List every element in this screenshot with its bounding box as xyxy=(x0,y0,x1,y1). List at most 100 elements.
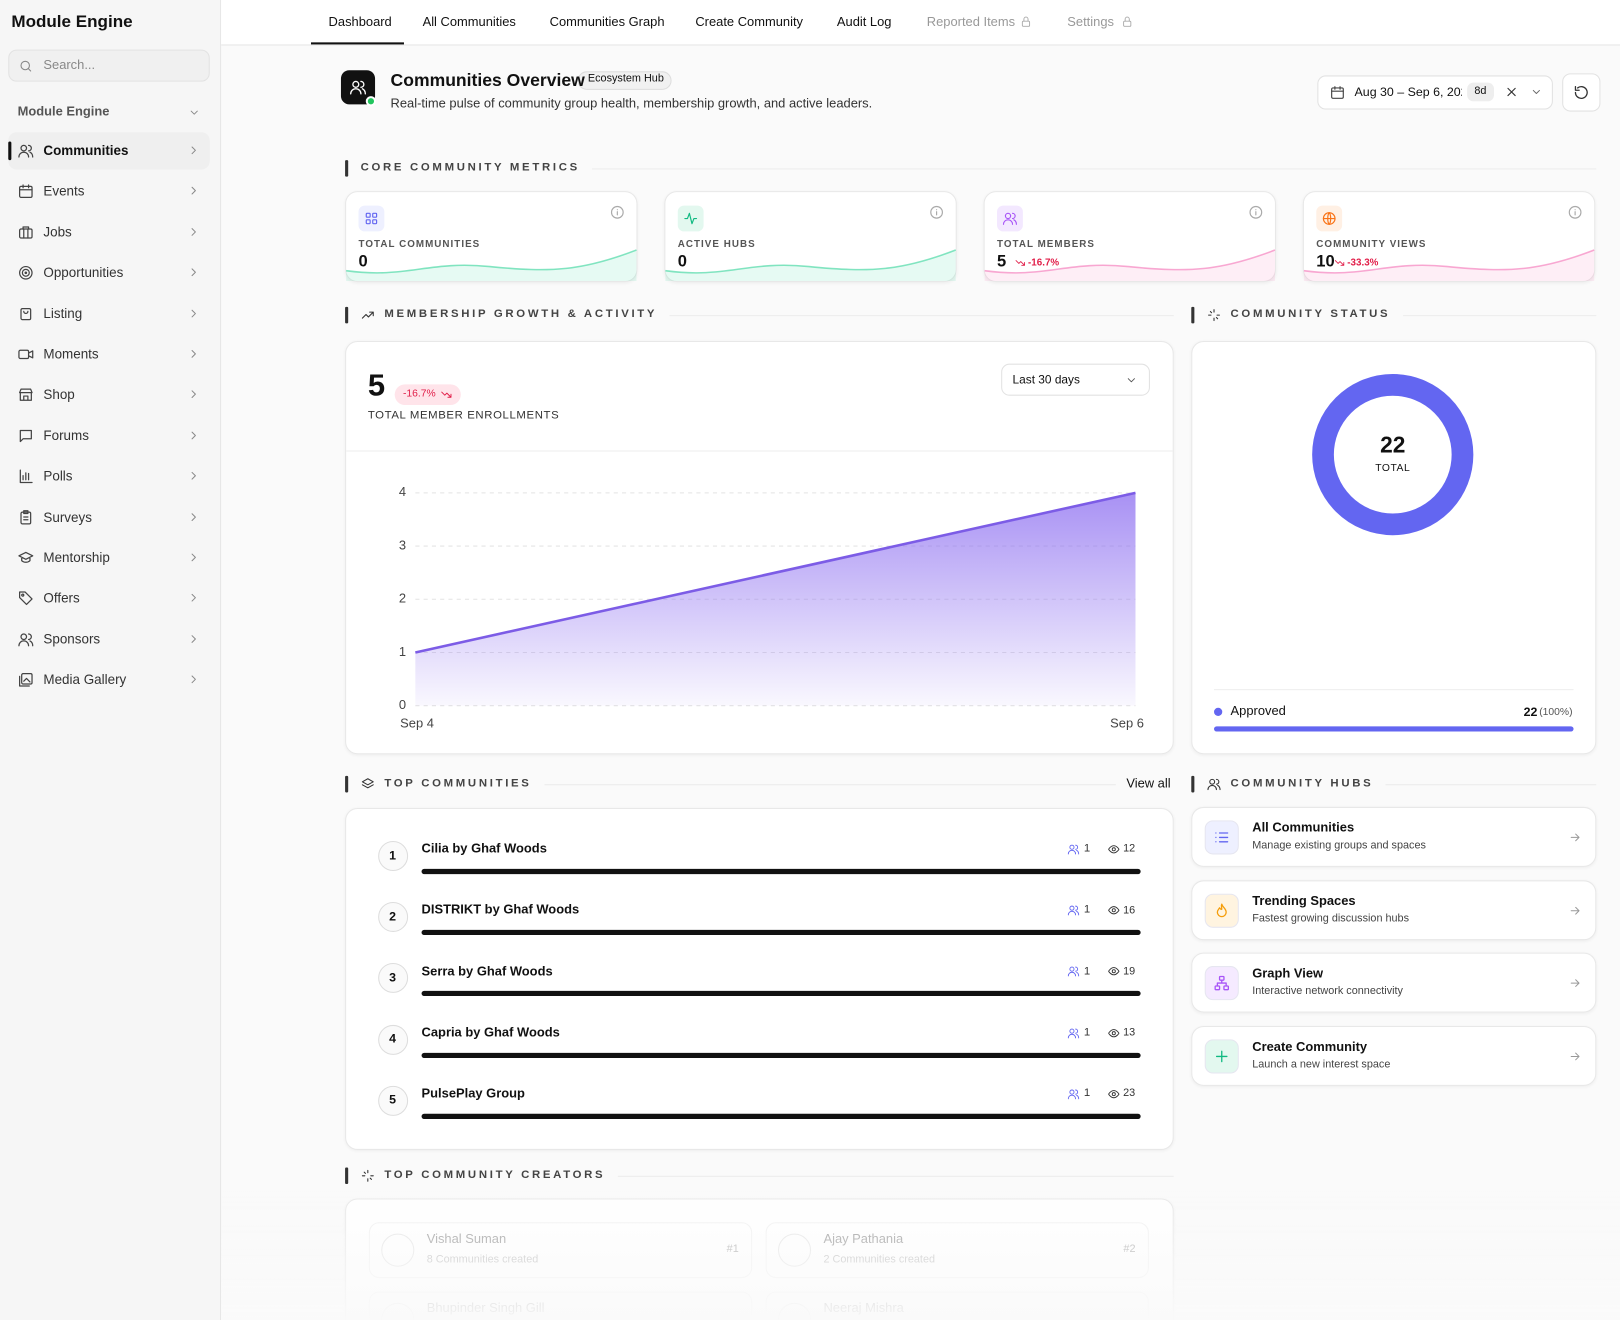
search-placeholder: Search... xyxy=(43,58,96,73)
tab[interactable]: Reported Items xyxy=(926,14,1016,30)
hub-card[interactable] xyxy=(1191,879,1597,940)
tab[interactable]: Settings xyxy=(1067,14,1114,30)
icon xyxy=(1568,1049,1581,1062)
rank: 3 xyxy=(389,970,397,985)
icon-part xyxy=(191,309,196,318)
y-tick-label: 4 xyxy=(398,484,407,500)
section-heading: CORE COMMUNITY METRICS xyxy=(360,161,580,174)
hub-desc: Launch a new interest space xyxy=(1252,1057,1391,1071)
icon-part xyxy=(1216,903,1227,917)
icon-part xyxy=(1067,1089,1080,1100)
icon-part xyxy=(1108,967,1120,976)
icon-part xyxy=(19,673,33,687)
icon-part xyxy=(191,187,196,195)
icon-part xyxy=(610,205,624,219)
hub-card[interactable] xyxy=(1191,952,1597,1013)
icon-part xyxy=(1208,309,1220,322)
icon xyxy=(188,106,200,118)
tab[interactable]: Audit Log xyxy=(836,14,892,30)
icon-part xyxy=(1015,260,1025,266)
sidebar-item[interactable]: Opportunities xyxy=(43,264,124,281)
icon-part xyxy=(19,469,33,484)
sidebar-item[interactable]: Offers xyxy=(43,590,80,606)
hub-card[interactable] xyxy=(1191,806,1597,867)
icon xyxy=(18,590,35,607)
heading-bar xyxy=(1191,306,1195,324)
hub-title: Graph View xyxy=(1252,966,1324,981)
icon-part xyxy=(191,268,196,277)
growth-change: -16.7% xyxy=(402,388,436,400)
icon-part xyxy=(18,349,34,360)
icon-part xyxy=(21,268,30,278)
icon-part xyxy=(441,391,452,398)
icon-part xyxy=(1021,16,1031,27)
hub-card[interactable] xyxy=(1191,1025,1597,1086)
sparkline xyxy=(1303,249,1595,274)
members: 1 xyxy=(1083,1025,1091,1039)
sidebar-item[interactable]: Sponsors xyxy=(43,631,101,647)
sidebar-item[interactable]: Polls xyxy=(43,468,73,484)
sidebar-item[interactable]: Communities xyxy=(43,142,129,159)
metric-value: 5 xyxy=(997,253,1007,271)
sidebar-item[interactable]: Listing xyxy=(43,305,83,321)
sidebar-item[interactable]: Mentorship xyxy=(43,549,110,566)
icon-part xyxy=(1249,205,1263,219)
sidebar-item[interactable]: Surveys xyxy=(43,508,92,525)
rank-circle xyxy=(378,1085,409,1116)
icon xyxy=(18,387,35,404)
sparkline xyxy=(346,250,637,282)
icon xyxy=(1248,205,1263,220)
icon-part xyxy=(191,553,196,562)
icon-part xyxy=(1108,1028,1120,1037)
icon-part xyxy=(1207,778,1221,791)
icon xyxy=(1504,85,1518,99)
range-select[interactable] xyxy=(1001,363,1150,396)
heading-bar xyxy=(345,775,349,793)
icon-part xyxy=(20,509,32,525)
community-name[interactable]: Cilia by Ghaf Woods xyxy=(421,841,547,856)
sidebar-section: Module Engine xyxy=(17,104,110,120)
icon xyxy=(1002,211,1017,226)
sidebar-item[interactable]: Media Gallery xyxy=(43,671,127,688)
members: 1 xyxy=(1083,964,1091,977)
icon-part xyxy=(20,60,30,71)
icon-part xyxy=(20,307,32,320)
community-name[interactable]: DISTRIKT by Ghaf Woods xyxy=(421,902,580,917)
icon-part xyxy=(1570,979,1580,987)
community-name[interactable]: Serra by Ghaf Woods xyxy=(421,963,553,979)
donut-total: 22 xyxy=(1380,432,1406,459)
view-all[interactable]: View all xyxy=(1126,776,1171,791)
community-name[interactable]: PulsePlay Group xyxy=(421,1085,525,1101)
icon-part xyxy=(441,391,452,398)
tab[interactable]: Create Community xyxy=(695,14,804,30)
sidebar-item[interactable]: Jobs xyxy=(43,223,72,240)
sidebar-item[interactable]: Moments xyxy=(43,346,99,362)
tab[interactable]: Dashboard xyxy=(328,14,392,30)
icon-part xyxy=(19,675,31,687)
icon-part xyxy=(1249,205,1263,219)
icon xyxy=(1207,308,1221,322)
date-picker[interactable] xyxy=(1317,75,1553,110)
active-item[interactable] xyxy=(8,132,210,170)
icon-part xyxy=(930,205,943,219)
hub-desc: Interactive network connectivity xyxy=(1252,985,1403,998)
badge xyxy=(577,71,672,90)
sidebar-item[interactable]: Events xyxy=(43,183,85,199)
sidebar-item[interactable]: Forums xyxy=(43,427,89,443)
rank: 1 xyxy=(389,847,397,863)
icon-part xyxy=(1574,85,1588,99)
community-name[interactable]: Capria by Ghaf Woods xyxy=(421,1024,560,1040)
tab[interactable]: All Communities xyxy=(422,14,516,30)
refresh-button[interactable] xyxy=(1562,73,1601,112)
metric-change: -33.3% xyxy=(1347,257,1379,269)
icon-part xyxy=(191,512,196,521)
rank-circle xyxy=(378,963,409,994)
icon xyxy=(187,429,200,442)
hub-icon-bg xyxy=(1204,893,1239,928)
tab[interactable]: Communities Graph xyxy=(549,14,665,30)
icon-part xyxy=(1111,908,1116,913)
search-box[interactable] xyxy=(8,49,210,82)
sparkline xyxy=(665,250,956,282)
sidebar-item[interactable]: Shop xyxy=(43,386,75,403)
icon-part xyxy=(1532,89,1540,94)
